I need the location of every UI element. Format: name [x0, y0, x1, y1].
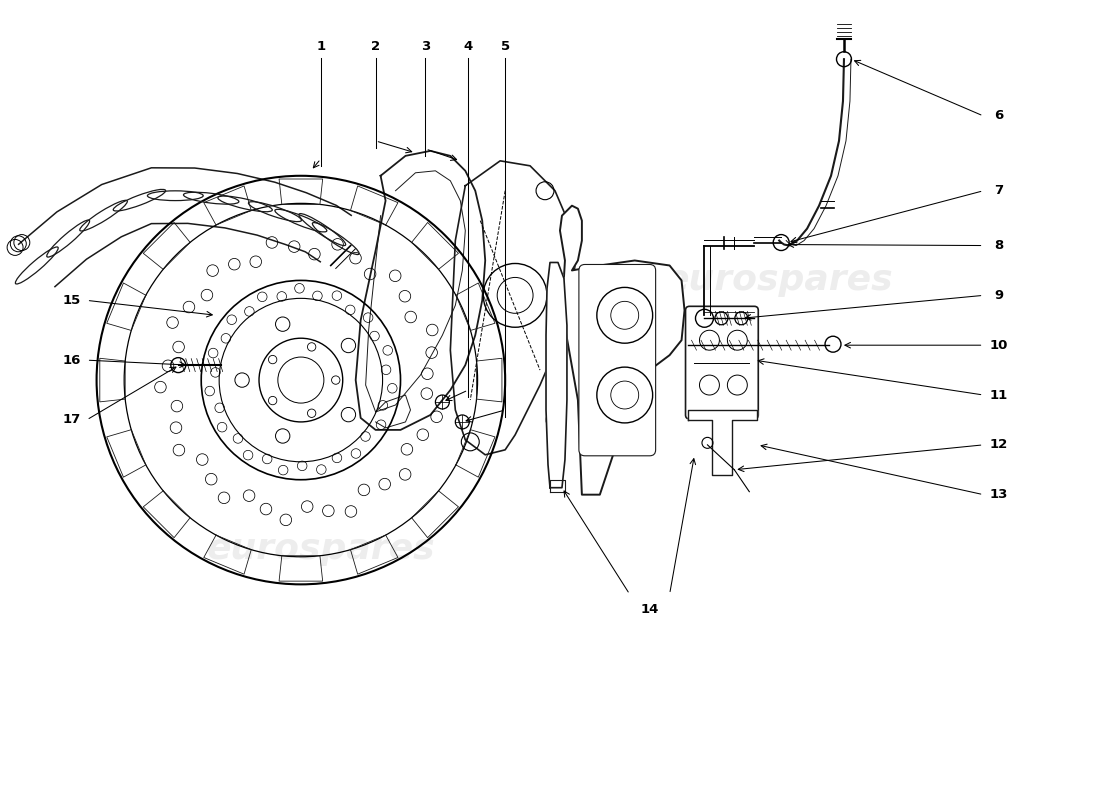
Polygon shape [560, 206, 684, 494]
Text: 12: 12 [989, 438, 1008, 451]
FancyBboxPatch shape [579, 265, 656, 456]
Text: 7: 7 [994, 184, 1003, 198]
Text: 1: 1 [316, 40, 326, 53]
Text: 17: 17 [63, 414, 80, 426]
Text: 13: 13 [989, 488, 1008, 501]
Text: 2: 2 [371, 40, 381, 53]
Text: 8: 8 [993, 239, 1003, 252]
Text: eurospares: eurospares [207, 533, 436, 566]
Polygon shape [450, 161, 575, 455]
Text: 16: 16 [63, 354, 81, 366]
Polygon shape [546, 262, 566, 488]
Text: eurospares: eurospares [664, 263, 893, 298]
FancyBboxPatch shape [685, 306, 758, 419]
Text: 9: 9 [994, 289, 1003, 302]
Text: 10: 10 [989, 338, 1008, 352]
Text: 6: 6 [993, 110, 1003, 122]
Text: 5: 5 [500, 40, 509, 53]
Text: 14: 14 [640, 602, 659, 616]
Text: 15: 15 [63, 294, 80, 307]
Text: 4: 4 [464, 40, 473, 53]
Polygon shape [688, 410, 757, 474]
Text: 11: 11 [989, 389, 1008, 402]
Text: 3: 3 [421, 40, 430, 53]
